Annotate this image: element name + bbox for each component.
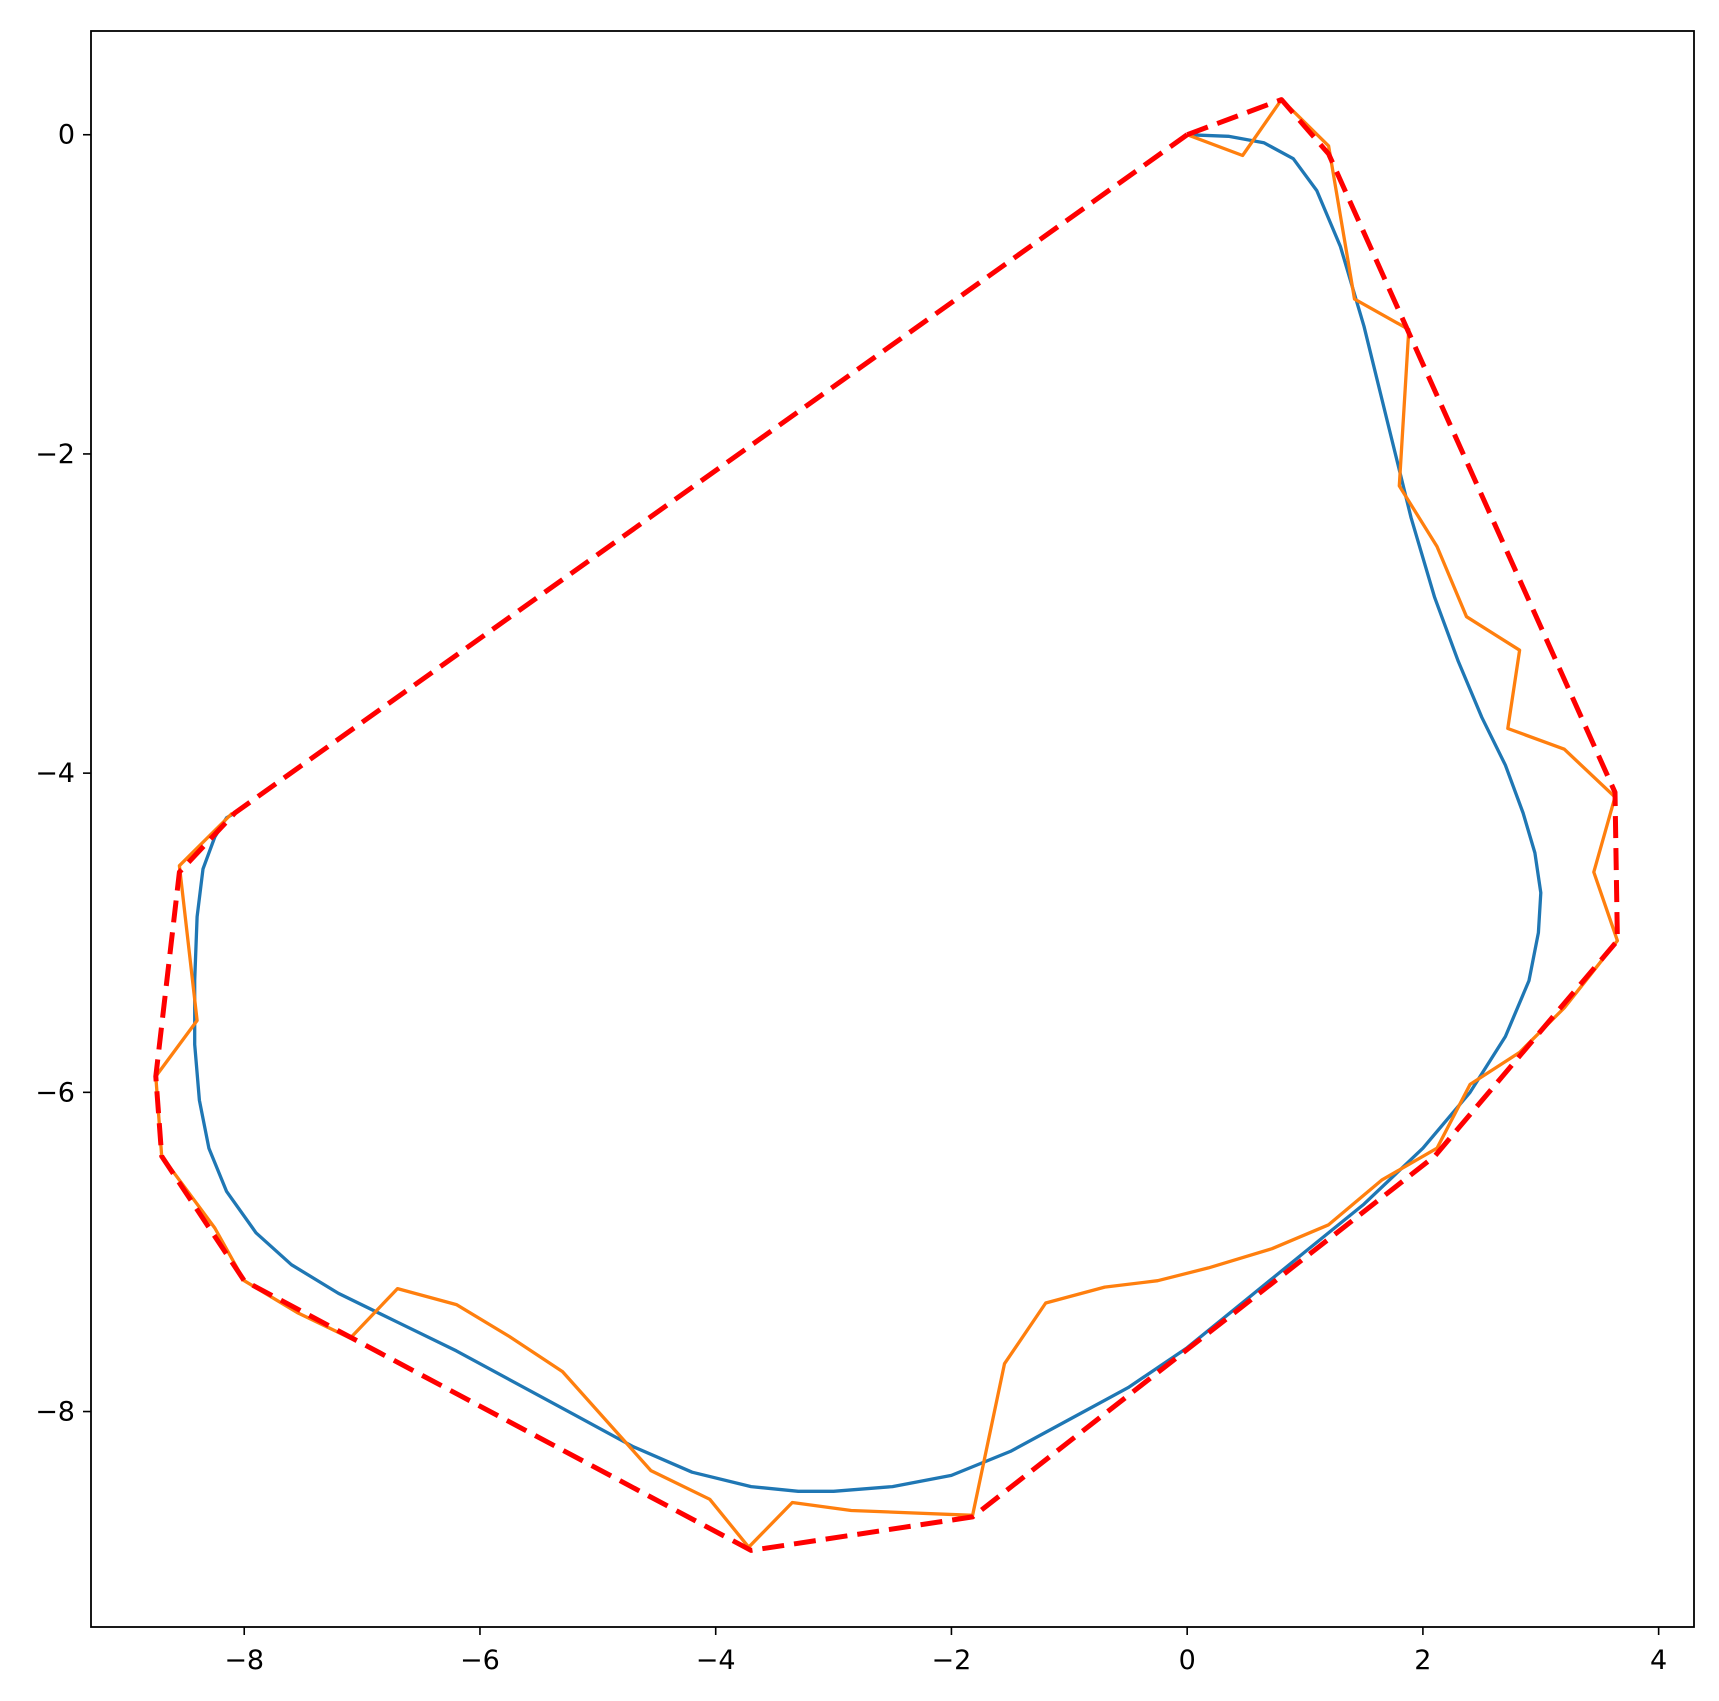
series-layer bbox=[153, 97, 1620, 1553]
x-tick-label: −6 bbox=[460, 1645, 500, 1676]
plot-frame bbox=[90, 30, 1695, 1628]
y-tick-label: −8 bbox=[35, 1397, 75, 1428]
y-tick-label: 0 bbox=[58, 120, 75, 151]
x-tick-label: 0 bbox=[1179, 1645, 1196, 1676]
x-tick-label: 4 bbox=[1650, 1645, 1667, 1676]
series-line-1 bbox=[193, 133, 1543, 1493]
y-tick-label: −4 bbox=[35, 758, 75, 789]
x-tick-label: −2 bbox=[932, 1645, 972, 1676]
y-tick-label: −6 bbox=[35, 1077, 75, 1108]
y-axis: 0 −2 −4 −6 −8 bbox=[35, 120, 91, 1428]
series-line-3 bbox=[153, 97, 1620, 1553]
y-tick-label: −2 bbox=[35, 439, 75, 470]
x-tick-label: 2 bbox=[1414, 1645, 1431, 1676]
x-tick-label: −4 bbox=[696, 1645, 736, 1676]
x-axis: −8 −6 −4 −2 0 2 4 bbox=[224, 1627, 1667, 1676]
x-tick-label: −8 bbox=[224, 1645, 264, 1676]
